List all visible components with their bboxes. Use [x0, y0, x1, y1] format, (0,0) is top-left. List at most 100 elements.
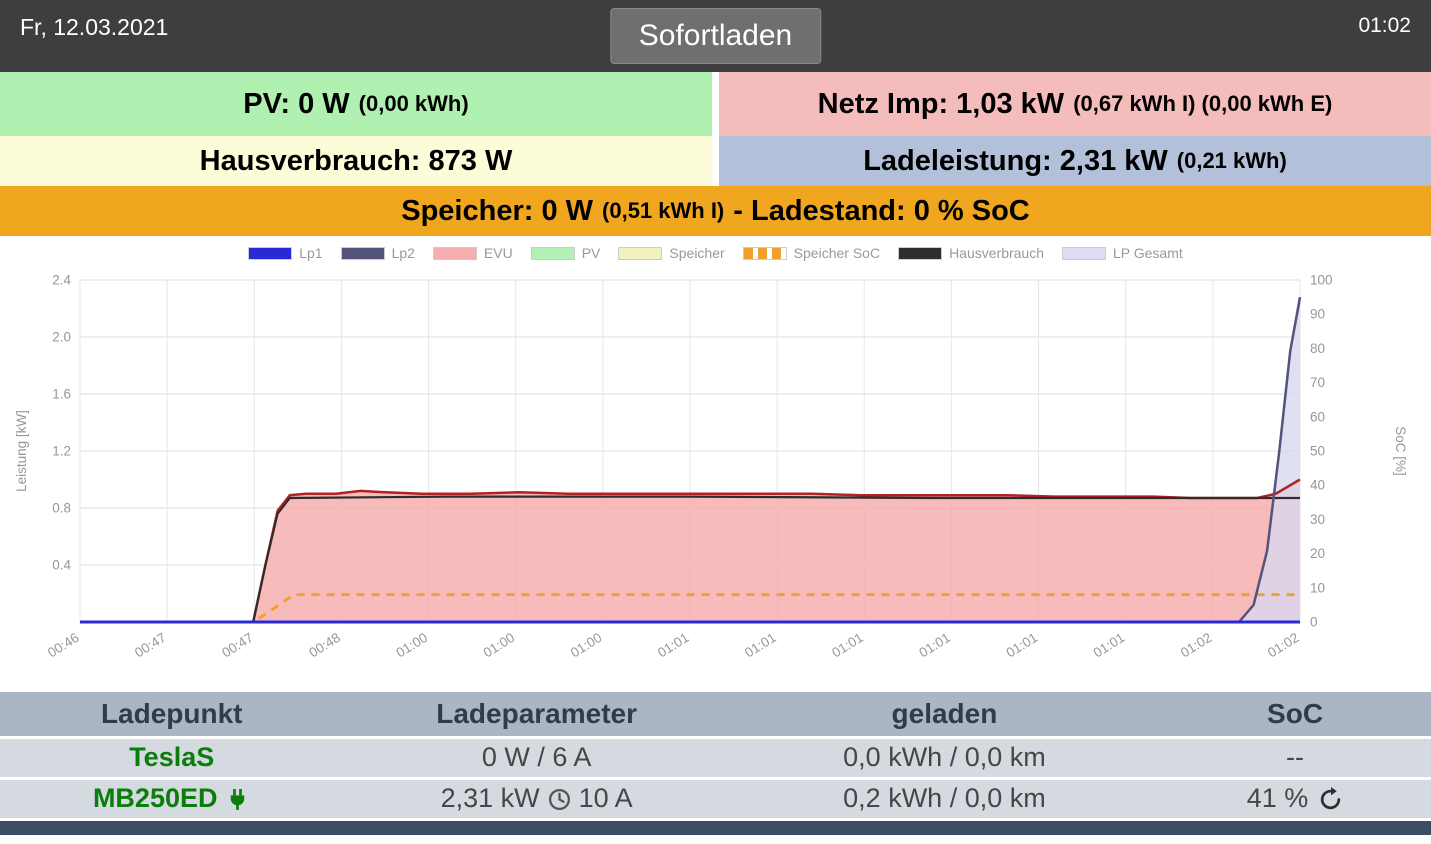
legend-label: EVU — [483, 245, 513, 261]
header-soc: SoC — [1159, 692, 1431, 739]
plug-icon — [231, 789, 245, 811]
battery-soc: - Ladestand: 0 % SoC — [733, 194, 1030, 227]
svg-text:01:00: 01:00 — [394, 630, 431, 661]
grid-energy: (0,67 kWh I) (0,00 kWh E) — [1073, 91, 1333, 116]
charge-mode-button[interactable]: Sofortladen — [609, 8, 822, 64]
grid-value: Netz Imp: 1,03 kW — [817, 87, 1065, 120]
svg-text:70: 70 — [1310, 375, 1325, 390]
legend-item-hausverbrauch: Hausverbrauch — [898, 245, 1044, 261]
legend-label: Speicher SoC — [793, 245, 881, 261]
svg-text:Leistung [kW]: Leistung [kW] — [14, 410, 29, 492]
topbar: Fr, 12.03.2021 Sofortladen 01:02 — [0, 0, 1431, 72]
footer-bar — [0, 820, 1431, 835]
svg-text:01:02: 01:02 — [1265, 630, 1302, 661]
legend-swatch — [898, 246, 943, 260]
svg-text:1.6: 1.6 — [52, 387, 71, 402]
legend-swatch — [530, 246, 575, 260]
svg-text:01:00: 01:00 — [568, 630, 605, 661]
legend-item-speicher: Speicher — [618, 245, 725, 261]
battery-energy: (0,51 kWh I) — [602, 198, 725, 223]
charge-power-tile: Ladeleistung: 2,31 kW (0,21 kWh) — [719, 136, 1431, 186]
soc-value: -- — [1286, 742, 1305, 772]
charge-table-row: MB250ED 2,31 kW 10 A 0,2 kWh / 0,0 km 41 % — [0, 778, 1431, 821]
svg-text:0.4: 0.4 — [52, 558, 71, 573]
svg-text:01:01: 01:01 — [916, 630, 953, 661]
charge-current: 10 A — [578, 783, 633, 813]
svg-text:1.2: 1.2 — [52, 444, 71, 459]
svg-text:0.8: 0.8 — [52, 501, 71, 516]
charge-table-header-row: Ladepunkt Ladeparameter geladen SoC — [0, 692, 1431, 739]
legend-label: LP Gesamt — [1113, 245, 1183, 261]
legend-item-lp-gesamt: LP Gesamt — [1062, 245, 1183, 261]
header-geladen: geladen — [729, 692, 1160, 739]
svg-text:0: 0 — [1310, 615, 1318, 630]
legend-item-speicher-soc: Speicher SoC — [742, 245, 881, 261]
svg-text:80: 80 — [1310, 341, 1325, 356]
vehicle-name-cell: TeslaS — [0, 737, 344, 780]
refresh-icon[interactable] — [1318, 787, 1343, 812]
charge-table-body: TeslaS 0 W / 6 A 0,0 kWh / 0,0 km -- MB250ED… — [0, 737, 1431, 821]
svg-text:00:48: 00:48 — [306, 630, 343, 661]
svg-text:100: 100 — [1310, 273, 1333, 288]
svg-text:SoC [%]: SoC [%] — [1393, 426, 1408, 476]
date-label: Fr, 12.03.2021 — [20, 14, 169, 40]
house-consumption-value: Hausverbrauch: 873 W — [199, 144, 513, 177]
svg-text:40: 40 — [1310, 478, 1325, 493]
battery-power: Speicher: 0 W — [401, 194, 594, 227]
charge-parameter: 0 W / 6 A — [481, 742, 592, 772]
soc-value: 41 % — [1246, 783, 1309, 813]
svg-text:00:47: 00:47 — [219, 630, 256, 661]
charge-parameter-cell: 0 W / 6 A — [343, 737, 730, 780]
svg-text:50: 50 — [1310, 444, 1325, 459]
charge-table: Ladepunkt Ladeparameter geladen SoC Tesl… — [0, 692, 1431, 821]
charged-cell: 0,2 kWh / 0,0 km — [729, 778, 1160, 821]
legend-label: Speicher — [669, 245, 725, 261]
legend-label: PV — [581, 245, 601, 261]
vehicle-name: TeslaS — [129, 742, 215, 772]
charged-value: 0,0 kWh / 0,0 km — [843, 742, 1046, 772]
chart-legend: Lp1 Lp2 EVU PV Speicher Speicher SoC Hausverbr… — [0, 236, 1431, 270]
pv-tile: PV: 0 W (0,00 kWh) — [0, 72, 712, 136]
legend-item-evu: EVU — [432, 245, 513, 261]
charge-parameter-cell: 2,31 kW 10 A — [343, 778, 730, 821]
header-ladeparameter: Ladeparameter — [343, 692, 730, 739]
vehicle-name: MB250ED — [92, 783, 218, 813]
svg-text:00:46: 00:46 — [45, 630, 82, 661]
power-chart-svg: 00:46 00:47 00:47 00:48 01:00 01:00 01:00 01:01… — [14, 273, 1408, 661]
svg-text:01:00: 01:00 — [481, 630, 518, 661]
svg-text:10: 10 — [1310, 580, 1325, 595]
clock-icon — [548, 789, 570, 811]
legend-swatch — [432, 246, 477, 260]
svg-text:01:02: 01:02 — [1178, 630, 1215, 661]
pv-energy: (0,00 kWh) — [358, 91, 469, 116]
svg-text:00:47: 00:47 — [132, 630, 169, 661]
legend-swatch — [340, 246, 385, 260]
soc-cell: 41 % — [1159, 778, 1431, 821]
svg-text:20: 20 — [1310, 546, 1325, 561]
svg-text:30: 30 — [1310, 512, 1325, 527]
house-consumption-tile: Hausverbrauch: 873 W — [0, 136, 712, 186]
svg-text:01:01: 01:01 — [1004, 630, 1041, 661]
pv-value: PV: 0 W — [243, 87, 350, 120]
header-ladepunkt: Ladepunkt — [0, 692, 344, 739]
legend-swatch — [1062, 246, 1106, 260]
chart-section: Lp1 Lp2 EVU PV Speicher Speicher SoC Hausverbr… — [0, 236, 1431, 692]
charged-value: 0,2 kWh / 0,0 km — [843, 783, 1046, 813]
legend-label: Lp2 — [391, 245, 415, 261]
status-tiles: PV: 0 W (0,00 kWh) Netz Imp: 1,03 kW (0,… — [0, 72, 1431, 186]
svg-text:2.4: 2.4 — [52, 273, 71, 288]
legend-label: Lp1 — [299, 245, 323, 261]
svg-text:90: 90 — [1310, 307, 1325, 322]
charge-parameter: 2,31 kW — [440, 783, 540, 813]
legend-swatch — [618, 246, 663, 260]
legend-item-lp2: Lp2 — [340, 245, 415, 261]
svg-text:60: 60 — [1310, 409, 1325, 424]
svg-text:01:01: 01:01 — [742, 630, 779, 661]
grid-tile: Netz Imp: 1,03 kW (0,67 kWh I) (0,00 kWh… — [719, 72, 1431, 136]
legend-label: Hausverbrauch — [949, 245, 1044, 261]
clock-label: 01:02 — [1358, 14, 1411, 37]
charge-energy: (0,21 kWh) — [1176, 148, 1287, 173]
svg-text:01:01: 01:01 — [829, 630, 866, 661]
battery-tile: Speicher: 0 W (0,51 kWh I) - Ladestand: … — [0, 186, 1431, 236]
charge-power-value: Ladeleistung: 2,31 kW — [863, 144, 1168, 177]
